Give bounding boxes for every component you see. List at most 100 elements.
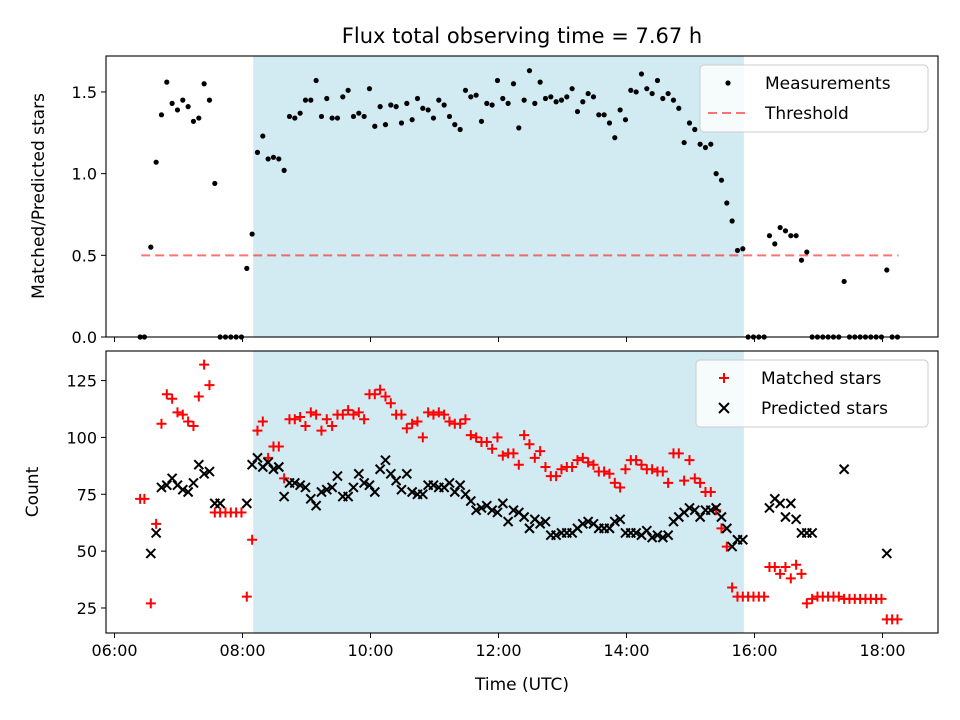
matched-point bbox=[428, 409, 439, 420]
measurement-point bbox=[169, 100, 175, 106]
measurement-point bbox=[388, 102, 394, 108]
measurement-point bbox=[532, 100, 538, 106]
matched-point bbox=[401, 423, 412, 434]
legend-box bbox=[695, 359, 929, 428]
x-tick-label: 10:00 bbox=[347, 641, 393, 660]
measurement-point bbox=[494, 77, 501, 84]
predicted-point bbox=[444, 477, 455, 489]
predicted-point bbox=[764, 502, 775, 514]
matched-point bbox=[433, 407, 444, 418]
bottom-y-tick-label: 25 bbox=[77, 599, 97, 618]
measurement-point bbox=[212, 180, 218, 187]
matched-point bbox=[572, 455, 583, 466]
matched-point bbox=[807, 593, 818, 604]
matched-point bbox=[455, 418, 466, 429]
measurement-point bbox=[366, 86, 373, 92]
matched-point bbox=[471, 432, 482, 443]
predicted-point bbox=[460, 489, 471, 500]
measurement-point bbox=[596, 112, 602, 118]
matched-point bbox=[311, 409, 322, 420]
x-tick-label: 08:00 bbox=[219, 641, 265, 660]
bottom-y-tick-label: 100 bbox=[66, 428, 97, 447]
measurement-point bbox=[553, 99, 559, 105]
measurement-point bbox=[446, 113, 453, 120]
matched-point bbox=[199, 359, 210, 370]
measurement-point bbox=[638, 71, 645, 77]
measurement-point bbox=[297, 110, 303, 116]
bottom-series-x bbox=[145, 452, 893, 559]
predicted-point bbox=[806, 527, 818, 539]
predicted-point bbox=[204, 466, 215, 477]
predicted-point bbox=[177, 484, 189, 495]
matched-point bbox=[289, 414, 300, 425]
measurement-point bbox=[590, 94, 597, 100]
measurement-point bbox=[804, 249, 810, 255]
matched-point bbox=[551, 471, 562, 482]
predicted-point bbox=[726, 541, 738, 552]
matched-point bbox=[279, 473, 290, 484]
measurement-point bbox=[260, 133, 266, 139]
measurement-point bbox=[782, 228, 789, 234]
predicted-point bbox=[524, 523, 535, 534]
measurement-point bbox=[606, 120, 613, 126]
predicted-point bbox=[348, 482, 359, 493]
predicted-point bbox=[342, 491, 354, 502]
measurement-point bbox=[249, 231, 255, 237]
matched-point bbox=[689, 473, 700, 484]
bottom-observing-window bbox=[253, 351, 744, 633]
measurement-point bbox=[660, 95, 666, 102]
measurement-point bbox=[270, 154, 277, 160]
predicted-point bbox=[385, 468, 397, 480]
predicted-point bbox=[332, 470, 343, 482]
predicted-point bbox=[582, 516, 594, 527]
matched-point bbox=[353, 407, 364, 418]
measurement-point bbox=[308, 97, 314, 103]
measurement-point bbox=[558, 97, 565, 103]
predicted-point bbox=[156, 482, 167, 493]
measurement-point bbox=[276, 156, 282, 162]
matched-point bbox=[604, 468, 615, 479]
measurement-point bbox=[174, 107, 181, 113]
predicted-point bbox=[540, 516, 551, 527]
predicted-point bbox=[198, 468, 210, 480]
matched-point bbox=[177, 409, 188, 420]
matched-point bbox=[236, 507, 247, 518]
measurement-point bbox=[740, 246, 746, 252]
measurement-point bbox=[313, 77, 319, 84]
measurement-point bbox=[393, 104, 399, 110]
measurement-point bbox=[196, 115, 202, 121]
bottom-y-tick-label: 50 bbox=[77, 542, 97, 561]
measurement-point bbox=[281, 167, 287, 173]
measurement-point bbox=[697, 141, 703, 147]
measurement-point bbox=[574, 108, 581, 115]
matched-point bbox=[529, 452, 540, 463]
measurement-point bbox=[468, 94, 474, 100]
measurement-point bbox=[190, 118, 197, 124]
matched-point bbox=[775, 568, 786, 579]
measurement-point bbox=[302, 97, 309, 103]
measurement-point bbox=[345, 87, 351, 93]
measurement-point bbox=[516, 125, 522, 131]
x-tick-label: 16:00 bbox=[731, 641, 777, 660]
predicted-point bbox=[294, 479, 306, 491]
top-axes-frame bbox=[105, 55, 939, 338]
matched-point bbox=[167, 393, 178, 404]
measurement-point bbox=[206, 97, 213, 103]
predicted-point bbox=[838, 464, 850, 475]
measurement-point bbox=[841, 278, 847, 285]
predicted-point bbox=[150, 527, 162, 539]
matched-point bbox=[316, 425, 327, 436]
predicted-point bbox=[396, 484, 407, 495]
measurement-point bbox=[718, 177, 725, 183]
matched-point bbox=[540, 461, 551, 472]
top-y-axis-label: Matched/Predicted stars bbox=[29, 93, 49, 299]
predicted-point bbox=[145, 548, 157, 559]
predicted-point bbox=[449, 486, 461, 498]
measurement-point bbox=[286, 113, 293, 120]
matched-point bbox=[892, 614, 903, 625]
matched-point bbox=[636, 459, 647, 470]
matched-point bbox=[609, 477, 620, 488]
predicted-point bbox=[508, 504, 519, 516]
matched-point bbox=[348, 409, 359, 420]
predicted-point bbox=[716, 511, 727, 523]
